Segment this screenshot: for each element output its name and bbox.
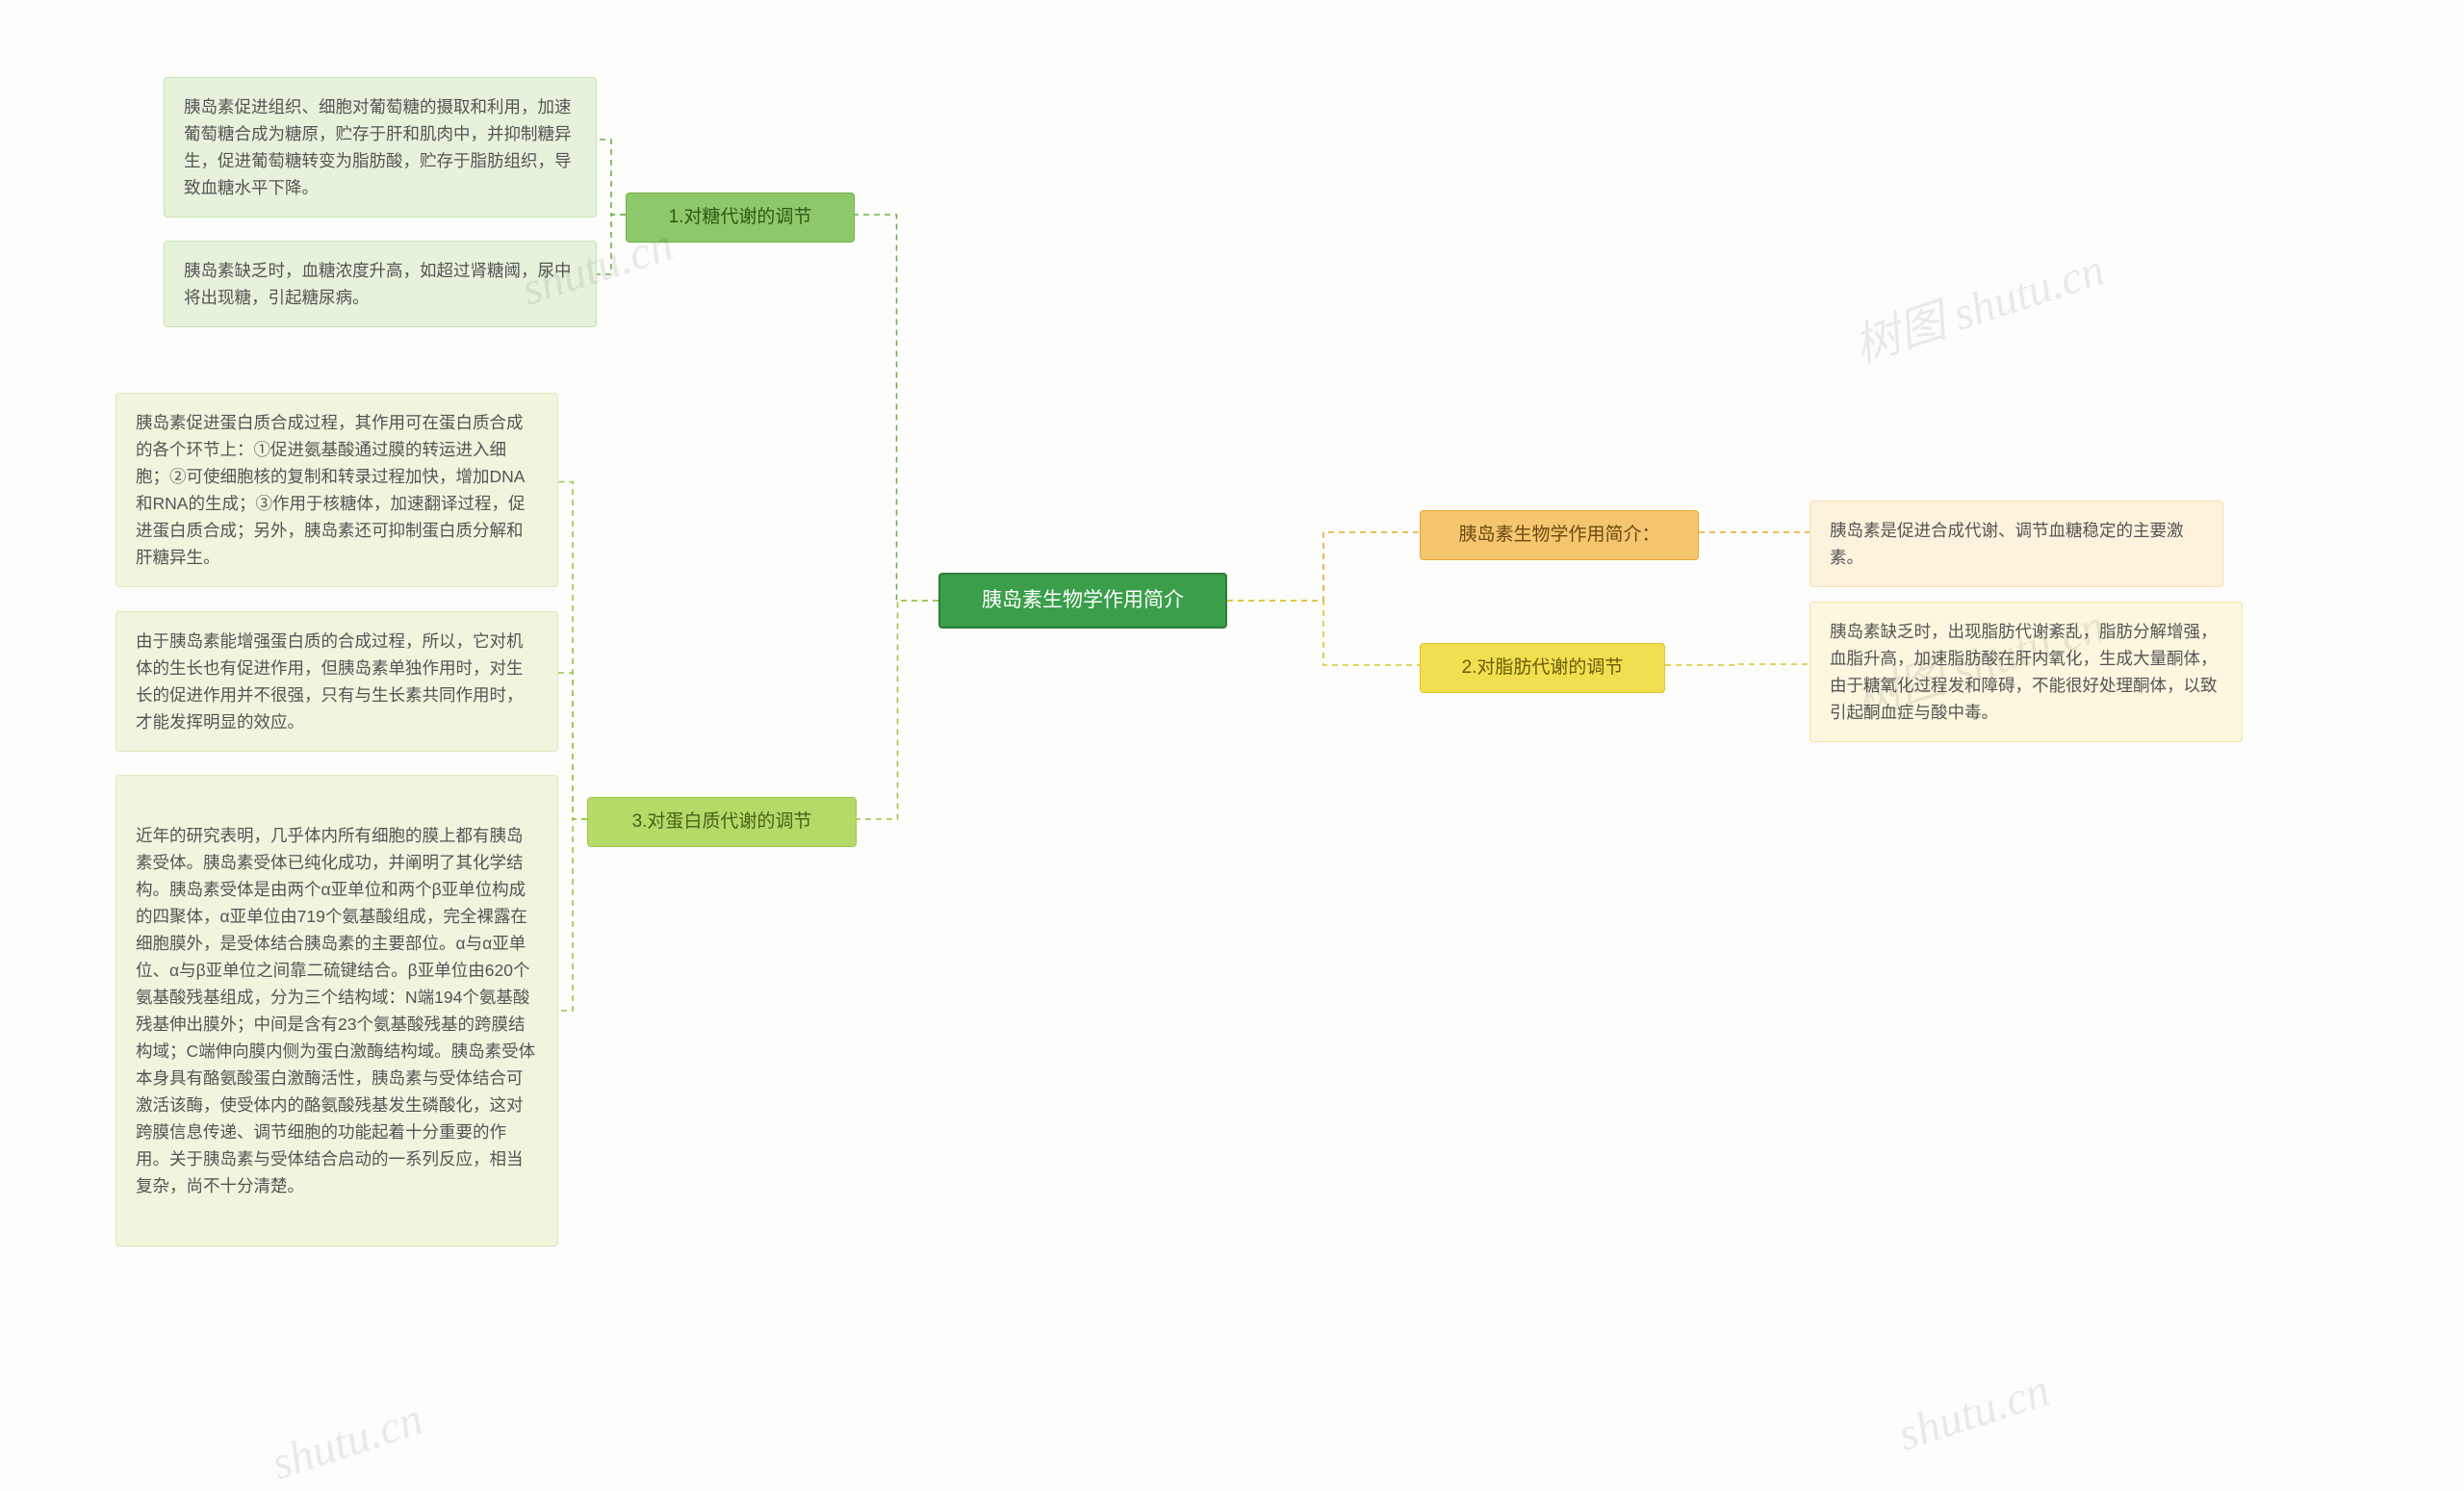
right-branch-1-text: 2.对脂肪代谢的调节 <box>1462 654 1624 682</box>
left-branch-1: 3.对蛋白质代谢的调节 <box>587 797 857 847</box>
right-leaf-0-text: 胰岛素是促进合成代谢、调节血糖稳定的主要激素。 <box>1830 517 2203 571</box>
right-leaf-1: 胰岛素缺乏时，出现脂肪代谢紊乱，脂肪分解增强，血脂升高，加速脂肪酸在肝内氧化，生… <box>1810 602 2243 742</box>
left-branch-0-text: 1.对糖代谢的调节 <box>669 203 812 232</box>
right-leaf-0: 胰岛素是促进合成代谢、调节血糖稳定的主要激素。 <box>1810 501 2223 587</box>
center-label: 胰岛素生物学作用简介 <box>982 584 1184 617</box>
left-leaf-1-0-text: 胰岛素促进蛋白质合成过程，其作用可在蛋白质合成的各个环节上：①促进氨基酸通过膜的… <box>136 409 538 571</box>
right-leaf-1-text: 胰岛素缺乏时，出现脂肪代谢紊乱，脂肪分解增强，血脂升高，加速脂肪酸在肝内氧化，生… <box>1830 618 2222 726</box>
left-leaf-1-1: 由于胰岛素能增强蛋白质的合成过程，所以，它对机体的生长也有促进作用，但胰岛素单独… <box>116 611 558 752</box>
center-node: 胰岛素生物学作用简介 <box>938 573 1227 629</box>
left-branch-0: 1.对糖代谢的调节 <box>626 193 855 243</box>
left-leaf-1-2-text: 近年的研究表明，几乎体内所有细胞的膜上都有胰岛素受体。胰岛素受体已纯化成功，并阐… <box>136 822 538 1199</box>
left-leaf-0-1-text: 胰岛素缺乏时，血糖浓度升高，如超过肾糖阈，尿中将出现糖，引起糖尿病。 <box>184 257 577 311</box>
left-leaf-0-0: 胰岛素促进组织、细胞对葡萄糖的摄取和利用，加速葡萄糖合成为糖原，贮存于肝和肌肉中… <box>164 77 597 218</box>
left-branch-1-text: 3.对蛋白质代谢的调节 <box>632 808 812 836</box>
right-branch-1: 2.对脂肪代谢的调节 <box>1420 643 1665 693</box>
left-leaf-1-2: 近年的研究表明，几乎体内所有细胞的膜上都有胰岛素受体。胰岛素受体已纯化成功，并阐… <box>116 775 558 1247</box>
left-leaf-1-1-text: 由于胰岛素能增强蛋白质的合成过程，所以，它对机体的生长也有促进作用，但胰岛素单独… <box>136 628 538 735</box>
left-leaf-0-0-text: 胰岛素促进组织、细胞对葡萄糖的摄取和利用，加速葡萄糖合成为糖原，贮存于肝和肌肉中… <box>184 93 577 201</box>
watermark-4: shutu.cn <box>1891 1363 2055 1461</box>
left-leaf-0-1: 胰岛素缺乏时，血糖浓度升高，如超过肾糖阈，尿中将出现糖，引起糖尿病。 <box>164 241 597 327</box>
watermark-1: 树图 shutu.cn <box>1844 231 2112 375</box>
left-leaf-1-0: 胰岛素促进蛋白质合成过程，其作用可在蛋白质合成的各个环节上：①促进氨基酸通过膜的… <box>116 393 558 587</box>
right-branch-0-text: 胰岛素生物学作用简介： <box>1458 521 1659 550</box>
watermark-3: shutu.cn <box>265 1392 428 1490</box>
right-branch-0: 胰岛素生物学作用简介： <box>1420 510 1699 560</box>
